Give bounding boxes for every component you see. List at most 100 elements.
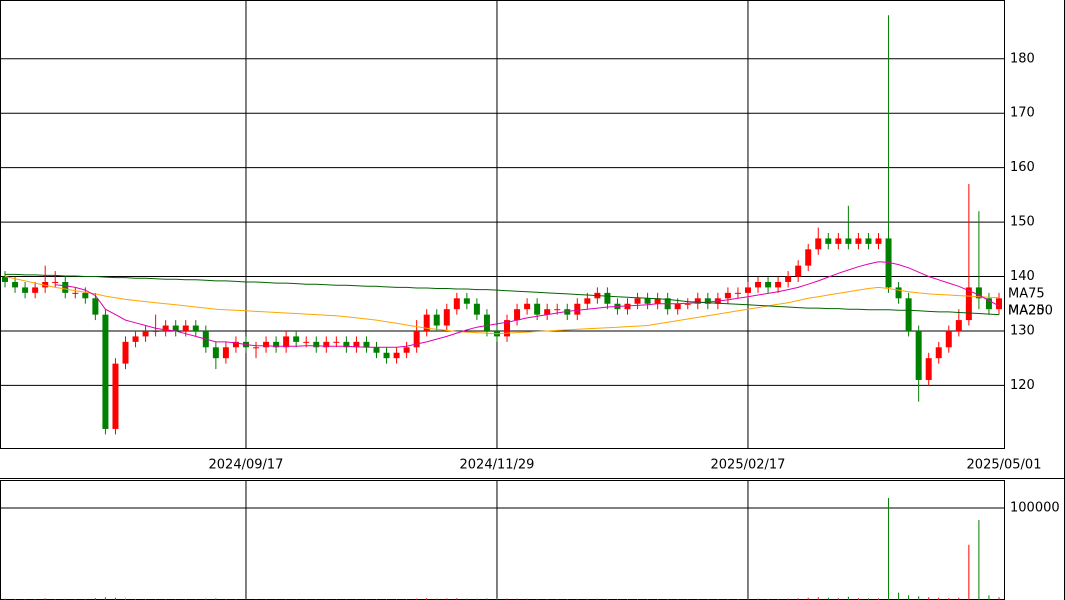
volume-bar: [918, 596, 920, 600]
candle-body: [413, 330, 420, 348]
candle-body: [373, 347, 380, 353]
volume-bar: [205, 598, 207, 600]
candle-body: [544, 309, 551, 315]
ma-line: [55, 261, 1000, 348]
y-tick-label: 130: [1010, 323, 1035, 338]
candle-body: [283, 336, 290, 348]
candle-body: [634, 298, 641, 304]
x-tick-label: 2025/02/17: [711, 458, 786, 473]
volume-bar: [4, 598, 6, 600]
volume-bar: [737, 598, 739, 600]
volume-bar: [637, 598, 639, 600]
legend-label: MA75: [1008, 287, 1045, 302]
candle-body: [443, 309, 450, 326]
candle-body: [2, 276, 9, 282]
volume-bar: [104, 597, 106, 600]
candle-body: [765, 281, 772, 288]
candle-body: [343, 341, 350, 348]
candle-body: [132, 336, 139, 342]
candle-body: [945, 330, 952, 348]
candle-body: [905, 298, 912, 331]
candle-body: [835, 238, 842, 244]
candle-body: [694, 298, 701, 304]
candle-body: [965, 287, 972, 321]
volume-bar: [436, 598, 438, 600]
x-tick-label: 2025/05/01: [967, 458, 1042, 473]
volume-bar: [416, 598, 418, 600]
candle-body: [423, 314, 430, 331]
candle-body: [975, 287, 982, 299]
candle-body: [724, 292, 731, 299]
x-tick-label: 2024/11/29: [460, 458, 535, 473]
volume-bar: [968, 544, 970, 600]
volume-bar: [878, 598, 879, 600]
candle-body: [624, 303, 631, 310]
candle-body: [995, 298, 1002, 310]
candle-body: [845, 238, 852, 244]
volume-bar: [114, 597, 116, 600]
volume-bar: [867, 598, 869, 600]
volume-bar: [526, 598, 528, 600]
volume-bar: [747, 598, 749, 600]
volume-bar: [888, 497, 890, 600]
volume-bar: [476, 598, 478, 600]
candle-body: [644, 298, 651, 304]
candle-body: [514, 309, 521, 321]
y-tick-label: 180: [1010, 51, 1035, 66]
volume-bar: [616, 598, 618, 600]
candle-body: [574, 303, 581, 315]
candle-body: [554, 309, 561, 311]
candle-body: [253, 347, 260, 349]
volume-bar: [44, 598, 46, 600]
volume-bar: [34, 598, 36, 600]
volume-bar: [657, 598, 659, 600]
legend-label: MA200: [1008, 304, 1053, 319]
candle-body: [604, 292, 611, 304]
candle-body: [263, 341, 270, 348]
candle-body: [985, 298, 992, 310]
candle-body: [805, 249, 812, 266]
volume-bar: [948, 598, 950, 600]
candle-body: [323, 341, 330, 348]
volume-bar: [14, 598, 16, 600]
candle-body: [72, 292, 79, 294]
candle-body: [875, 238, 882, 244]
candle-body: [152, 330, 159, 332]
volume-bar: [958, 597, 960, 600]
candle-body: [534, 303, 541, 315]
volume-bar: [576, 598, 578, 600]
candle-body: [955, 320, 962, 331]
candle-body: [303, 341, 310, 343]
candle-body: [62, 281, 69, 293]
volume-bar: [64, 598, 66, 600]
volume-bar: [777, 598, 779, 600]
volume-bar: [857, 598, 859, 600]
candle-body: [915, 330, 922, 380]
volume-bar: [898, 592, 900, 600]
volume-bar: [225, 598, 227, 600]
legend-label: MA25: [1008, 304, 1045, 319]
candle-body: [122, 341, 129, 364]
candle-body: [453, 298, 460, 310]
volume-bar: [546, 598, 548, 600]
candle-body: [313, 341, 320, 348]
candle-body: [433, 314, 440, 326]
volume-bar: [496, 598, 498, 600]
volume-bar: [165, 598, 167, 600]
candle-body: [12, 281, 19, 288]
candle-body: [755, 281, 762, 288]
candle-body: [795, 265, 802, 277]
candle-body: [855, 238, 862, 244]
candle-body: [142, 330, 149, 337]
candle-body: [293, 336, 300, 342]
candle-body: [172, 325, 179, 331]
candle-body: [483, 314, 490, 331]
volume-bar: [606, 598, 608, 600]
candle-body: [222, 347, 229, 359]
candle-body: [704, 298, 711, 304]
volume-bar: [94, 598, 96, 600]
candle-body: [82, 292, 89, 299]
